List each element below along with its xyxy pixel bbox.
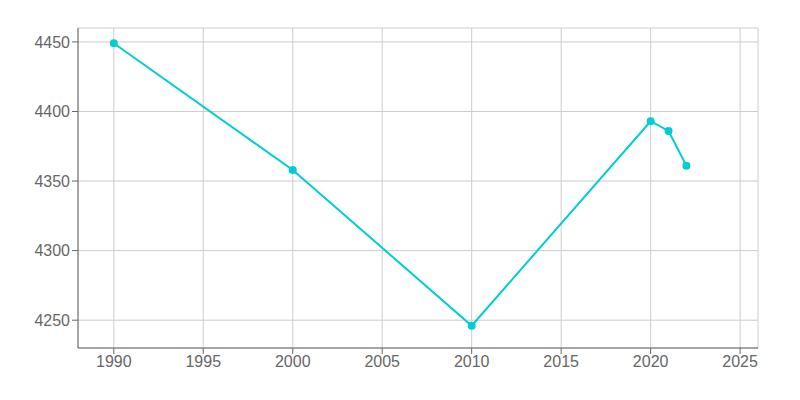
svg-text:1995: 1995 [185,353,221,370]
svg-text:1990: 1990 [96,353,132,370]
svg-text:4300: 4300 [34,242,70,259]
svg-text:2000: 2000 [275,353,311,370]
svg-text:4400: 4400 [34,103,70,120]
svg-text:4350: 4350 [34,173,70,190]
svg-text:4250: 4250 [34,312,70,329]
svg-text:2010: 2010 [454,353,490,370]
svg-text:4450: 4450 [34,34,70,51]
svg-text:2005: 2005 [364,353,400,370]
svg-text:2020: 2020 [633,353,669,370]
svg-text:2015: 2015 [543,353,579,370]
svg-text:2025: 2025 [722,353,758,370]
